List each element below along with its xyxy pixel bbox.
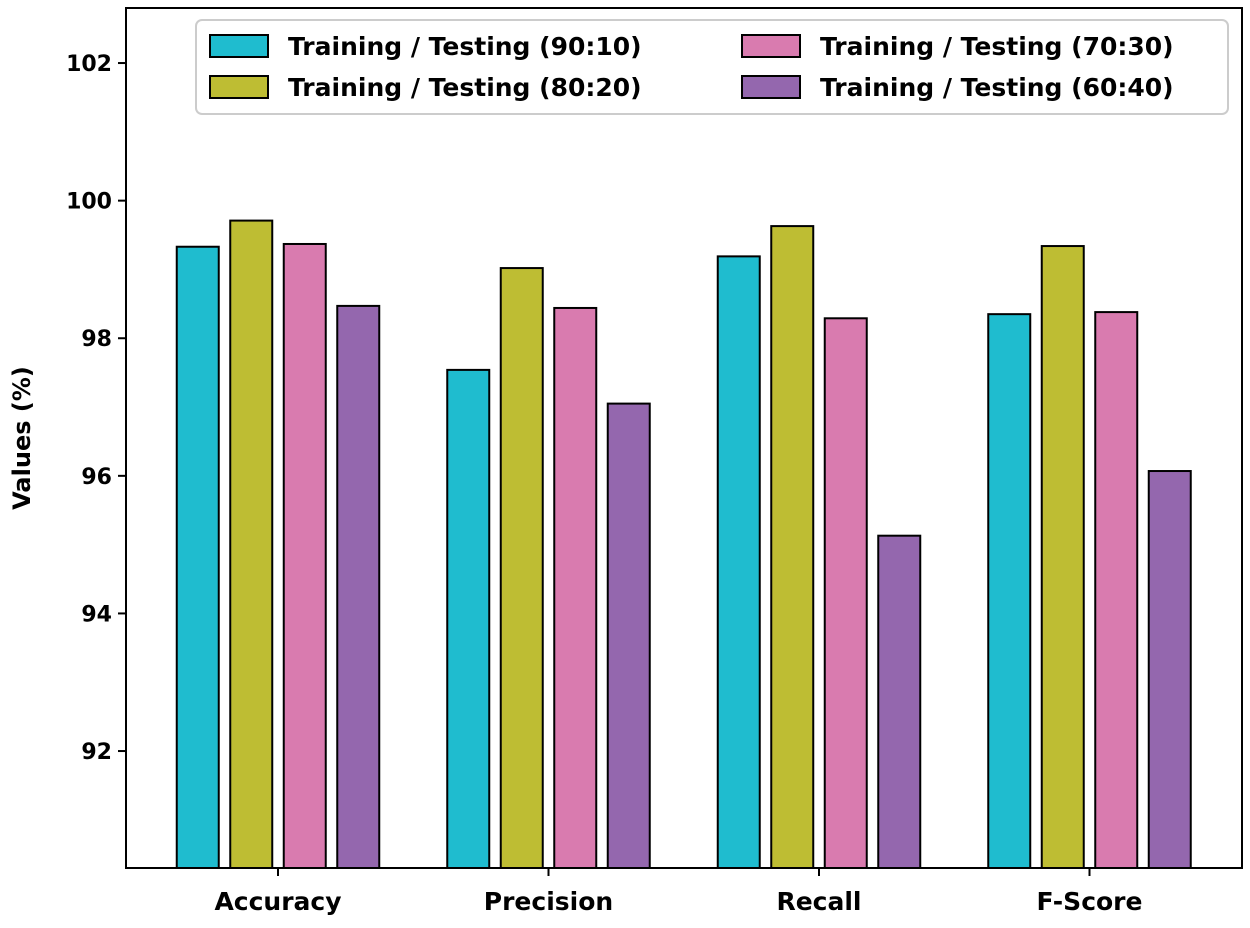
- legend-swatch: [741, 34, 801, 58]
- x-axis: Accuracy Precision Recall F-Score: [214, 868, 1142, 916]
- y-axis: 92 94 96 98 100 102: [66, 52, 126, 765]
- bar-f-score-series-3: [1094, 311, 1139, 869]
- legend: Training / Testing (90:10) Training / Tes…: [195, 19, 1229, 115]
- bar-accuracy-series-2: [229, 219, 274, 870]
- legend-item-3: Training / Testing (70:30): [741, 32, 1174, 61]
- legend-label: Training / Testing (70:30): [820, 32, 1174, 61]
- legend-item-2: Training / Testing (80:20): [209, 73, 642, 102]
- bar-accuracy-series-1: [175, 245, 220, 869]
- legend-swatch: [209, 75, 269, 99]
- bar-precision-series-1: [446, 368, 491, 869]
- bar-accuracy-series-4: [336, 304, 381, 869]
- bar-precision-series-2: [499, 267, 544, 869]
- bar-f-score-series-4: [1147, 470, 1192, 869]
- legend-label: Training / Testing (60:40): [820, 73, 1174, 102]
- y-tick-label: 96: [81, 465, 112, 490]
- y-tick-label: 98: [81, 327, 112, 352]
- plot-frame: [125, 7, 1243, 869]
- legend-label: Training / Testing (90:10): [288, 32, 642, 61]
- y-tick-label: 92: [81, 740, 112, 765]
- x-tick-label: Recall: [776, 887, 861, 916]
- legend-swatch: [741, 75, 801, 99]
- bar-recall-series-1: [716, 255, 761, 870]
- bar-recall-series-3: [823, 317, 868, 869]
- x-tick-label: Precision: [484, 887, 613, 916]
- bar-precision-series-3: [553, 306, 598, 869]
- bar-precision-series-4: [606, 402, 651, 869]
- y-tick-label: 94: [81, 602, 112, 627]
- x-tick-label: Accuracy: [214, 887, 341, 916]
- y-tick-label: 100: [66, 190, 112, 215]
- legend-item-1: Training / Testing (90:10): [209, 32, 642, 61]
- bars-layer: [175, 219, 1192, 870]
- y-tick-label: 102: [66, 52, 112, 77]
- bar-accuracy-series-3: [282, 242, 327, 869]
- legend-label: Training / Testing (80:20): [288, 73, 642, 102]
- bar-f-score-series-1: [987, 313, 1032, 870]
- legend-swatch: [209, 34, 269, 58]
- bar-recall-series-2: [770, 225, 815, 869]
- x-tick-label: F-Score: [1037, 887, 1143, 916]
- bar-f-score-series-2: [1040, 245, 1085, 870]
- legend-box: [195, 19, 1229, 115]
- y-axis-label: Values (%): [8, 366, 36, 510]
- bar-recall-series-4: [877, 534, 922, 869]
- legend-item-4: Training / Testing (60:40): [741, 73, 1174, 102]
